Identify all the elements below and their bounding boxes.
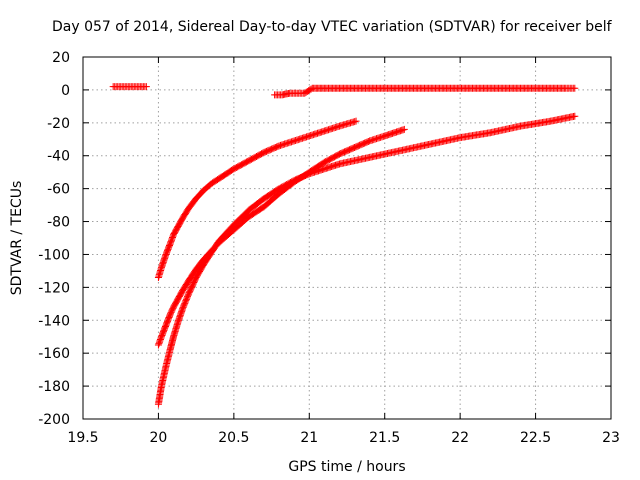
x-tick-label: 23 (602, 430, 620, 446)
y-tick-label: -40 (47, 149, 70, 165)
x-tick-label: 20 (150, 430, 168, 446)
data-point (352, 117, 360, 125)
plot-border (82, 56, 612, 420)
grid (83, 57, 611, 419)
data-point (142, 83, 150, 91)
y-axis-label: SDTVAR / TECUs (9, 181, 25, 296)
x-tick-label: 20.5 (218, 430, 249, 446)
x-tick-label: 22.5 (520, 430, 551, 446)
chart-title: Day 057 of 2014, Sidereal Day-to-day VTE… (52, 19, 613, 35)
x-tick-labels: 19.5 20 20.5 21 21.5 22 22.5 23 (67, 430, 620, 446)
x-tick-label: 22 (451, 430, 469, 446)
series-trace-2 (154, 117, 360, 281)
y-tick-label: -200 (38, 412, 70, 428)
y-tick-label: -120 (38, 280, 70, 296)
data-point (571, 84, 579, 92)
x-tick-label: 21 (300, 430, 318, 446)
y-tick-label: -160 (38, 346, 70, 362)
x-tick-label: 21.5 (369, 430, 400, 446)
y-tick-label: -60 (47, 182, 70, 198)
series-trace-3 (154, 125, 408, 349)
y-tick-label: -140 (38, 313, 70, 329)
y-tick-label: -180 (38, 379, 70, 395)
y-tick-label: -100 (38, 247, 70, 263)
data-marks (109, 83, 579, 408)
series-trace-1 (109, 83, 150, 91)
y-tick-label: 20 (52, 50, 70, 66)
series-trace-5 (271, 84, 579, 99)
y-tick-label: -80 (47, 215, 70, 231)
data-point (571, 112, 579, 120)
data-point (400, 125, 408, 133)
y-tick-label: -20 (47, 116, 70, 132)
series-trace-4 (154, 112, 579, 408)
x-axis-label: GPS time / hours (288, 459, 405, 475)
ticks (82, 56, 612, 420)
x-tick-label: 19.5 (67, 430, 98, 446)
y-tick-label: 0 (61, 83, 70, 99)
